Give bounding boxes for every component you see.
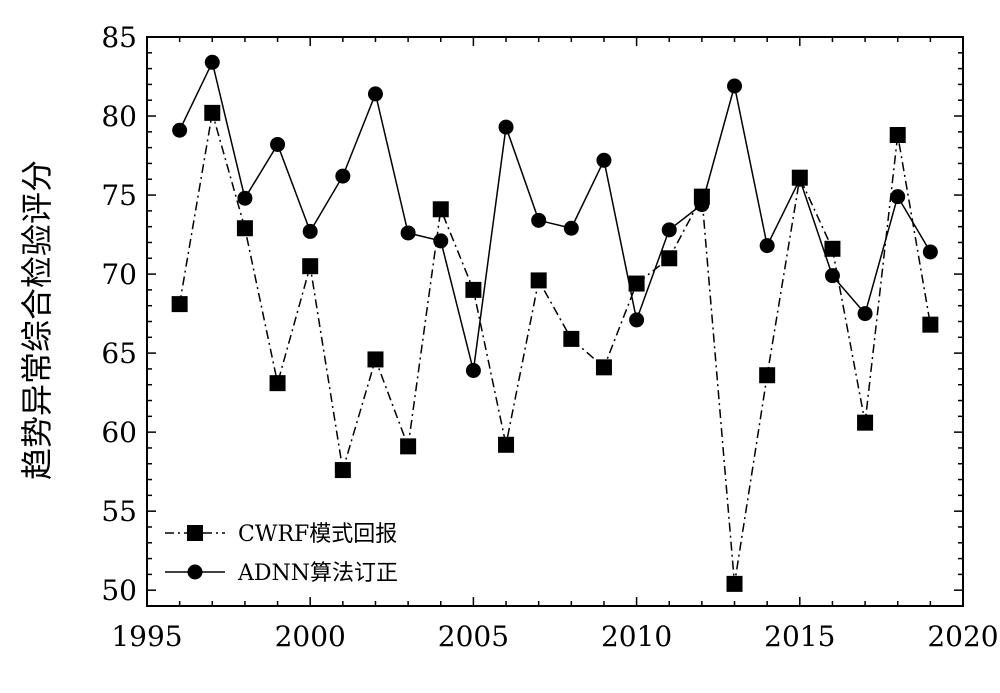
y-tick-label: 75 [101,179,137,212]
data-point [792,171,808,187]
y-tick-label: 85 [101,21,137,54]
data-point [922,244,938,260]
data-point [465,281,482,298]
data-point [596,152,612,168]
data-point [432,201,449,218]
data-point [400,225,416,241]
data-point [269,375,286,392]
data-point [759,238,775,254]
axes: 1995 2000 2005 2010 2015 2020 50 55 60 65 70 75 80 85 [101,21,998,653]
data-point [628,275,645,292]
legend-label: CWRF模式回报 [238,522,397,547]
y-axis-label: 趋势异常综合检验评分 [18,160,56,480]
data-point [563,330,580,347]
legend-marker [187,525,203,541]
data-point [922,316,939,333]
x-tick-label: 2010 [601,620,672,653]
x-tick-label: 2020 [927,620,998,653]
data-point [237,190,253,206]
data-point [595,359,612,376]
series-line [178,60,932,371]
data-point [335,168,351,184]
data-point [857,414,874,431]
data-point [661,222,677,238]
data-point [204,104,221,121]
data-point [890,189,906,205]
data-point [433,233,449,249]
series-line [178,112,932,585]
y-tick-label: 70 [101,258,137,291]
x-tick-label: 1995 [111,620,182,653]
x-tick-label: 2015 [764,620,835,653]
series-layer [171,54,939,592]
x-tick-label: 2000 [275,620,346,653]
data-point [726,575,743,592]
data-point [531,212,547,228]
data-point [824,268,840,284]
data-point [302,258,319,275]
legend-label: ADNN算法订正 [237,561,398,586]
y-tick-label: 55 [101,495,137,528]
data-point [302,223,318,239]
data-point [172,122,188,138]
legend-marker [187,564,203,580]
data-point [629,312,645,328]
data-point [236,220,253,237]
data-point [857,306,873,322]
y-tick-label: 60 [101,416,137,449]
data-point [400,438,417,455]
series-1 [171,104,939,592]
y-tick-label: 65 [101,337,137,370]
y-tick-label: 80 [101,100,137,133]
data-point [498,119,514,135]
legend: CWRF模式回报 ADNN算法订正 [165,522,398,586]
data-point [727,78,743,94]
data-point [563,220,579,236]
data-point [889,126,906,143]
data-point [367,351,384,368]
data-point [171,296,188,313]
series-2 [172,54,938,378]
data-point [824,240,841,257]
data-point [465,362,481,378]
data-point [530,272,547,289]
plot-frame [146,36,964,607]
data-point [270,136,286,152]
data-point [694,197,710,213]
data-point [334,462,351,479]
y-tick-label: 50 [101,574,137,607]
x-tick-label: 2005 [438,620,509,653]
data-point [204,54,220,70]
data-point [759,367,776,384]
data-point [661,250,678,267]
data-point [498,436,515,453]
data-point [367,86,383,102]
